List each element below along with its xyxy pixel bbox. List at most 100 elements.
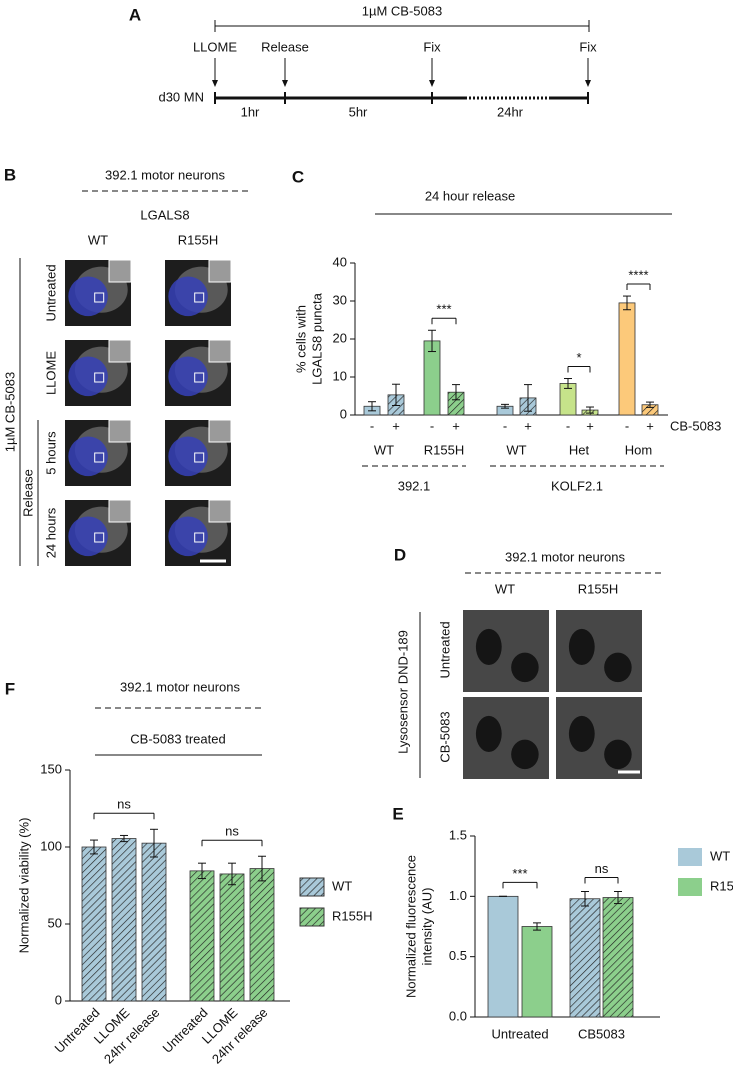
micrograph [556,610,642,692]
inset [208,259,232,283]
inset [208,499,232,523]
nucleus [68,276,108,317]
event-label: Fix [423,39,441,54]
significance-label: ns [595,861,609,876]
micrograph [556,697,642,779]
y-axis-label: LGALS8 puncta [309,292,324,385]
panel-letter: D [394,545,406,564]
x-tick-label: Untreated [491,1026,548,1041]
cell-gap [475,715,502,752]
bar [189,870,215,1002]
event-label: LLOME [193,39,237,54]
interval-label: 5hr [349,104,368,119]
significance-label: ns [117,797,131,812]
error-bar [198,862,206,880]
group-label: WT [374,442,394,457]
y-tick-label: 1.5 [449,827,467,842]
error-bar [586,406,594,414]
row-label: d30 MN [158,89,204,104]
column-label: R155H [578,581,618,596]
bar [141,842,167,1002]
interval-label: 1hr [241,104,260,119]
panel-title: 392.1 motor neurons [505,549,625,564]
row-label: CB-5083 [437,711,452,762]
nucleus [68,356,108,397]
bar [602,897,634,1018]
error-bar [646,401,654,408]
legend-swatch [678,848,702,866]
micrograph [463,610,549,692]
significance-label: *** [512,866,527,881]
y-tick-label: 50 [48,915,62,930]
x-tick-label: - [625,418,629,433]
line-label: KOLF2.1 [551,478,603,493]
y-tick-label: 30 [333,292,347,307]
cell-gap [568,628,595,665]
x-tick-label: Untreated [52,1005,103,1056]
x-tick-label: Untreated [160,1005,211,1056]
inset [108,259,132,283]
error-bar [614,891,622,905]
row-label: 5 hours [43,431,58,475]
cell-gap [511,652,539,683]
cell-gap [568,715,595,752]
column-label: WT [495,581,515,596]
x-tick-label: - [566,418,570,433]
event-label: Fix [579,39,597,54]
y-tick-label: 0.0 [449,1008,467,1023]
column-label: R155H [178,232,218,247]
panel-title: 392.1 motor neurons [105,167,225,182]
y-axis-label: % cells with [293,305,308,373]
x-tick-label: + [392,418,400,433]
panel-letter: B [4,165,16,184]
error-bar [501,403,509,409]
bar [111,838,137,1002]
nucleus [168,516,208,557]
legend-swatch [299,877,325,897]
cell-gap [511,739,539,770]
nucleus [68,436,108,477]
y-tick-label: 20 [333,330,347,345]
release-label: Release [20,469,35,517]
cell-gap [604,652,632,683]
group-label: R155H [424,442,464,457]
panel-letter: C [292,167,304,186]
treatment-label: 1µM CB-5083 [362,3,442,18]
x-tick-label: + [452,418,460,433]
x-tick-label: + [524,418,532,433]
error-bar [581,891,589,907]
chart-title: 24 hour release [425,188,515,203]
inset [108,419,132,443]
legend-swatch [299,907,325,927]
x-tick-label: CB5083 [578,1026,625,1041]
x-tick-label: - [503,418,507,433]
treatment-label: CB-5083 [670,418,721,433]
significance-label: ns [225,824,239,839]
roi [194,292,205,303]
significance-label: **** [628,267,648,282]
interval-label: 24hr [497,104,524,119]
nucleus [168,276,208,317]
error-bar [90,839,98,855]
error-bar [368,401,376,412]
marker-label: LGALS8 [140,207,189,222]
event-label: Release [261,39,309,54]
y-axis-label: Normalized viability (%) [16,818,31,954]
inset [108,339,132,363]
error-bar [524,384,532,412]
bar [487,895,519,1018]
chart-subtitle: 392.1 motor neurons [120,679,240,694]
error-bar [452,384,460,401]
bar [569,898,601,1018]
nucleus [68,516,108,557]
significance-label: * [576,350,581,365]
y-axis-label: intensity (AU) [419,887,434,965]
row-label: 24 hours [43,507,58,558]
y-tick-label: 40 [333,254,347,269]
error-bar [564,378,572,389]
error-bar [150,828,158,858]
error-bar [428,329,436,353]
y-tick-label: 0 [340,406,347,421]
roi [94,292,105,303]
roi [194,452,205,463]
